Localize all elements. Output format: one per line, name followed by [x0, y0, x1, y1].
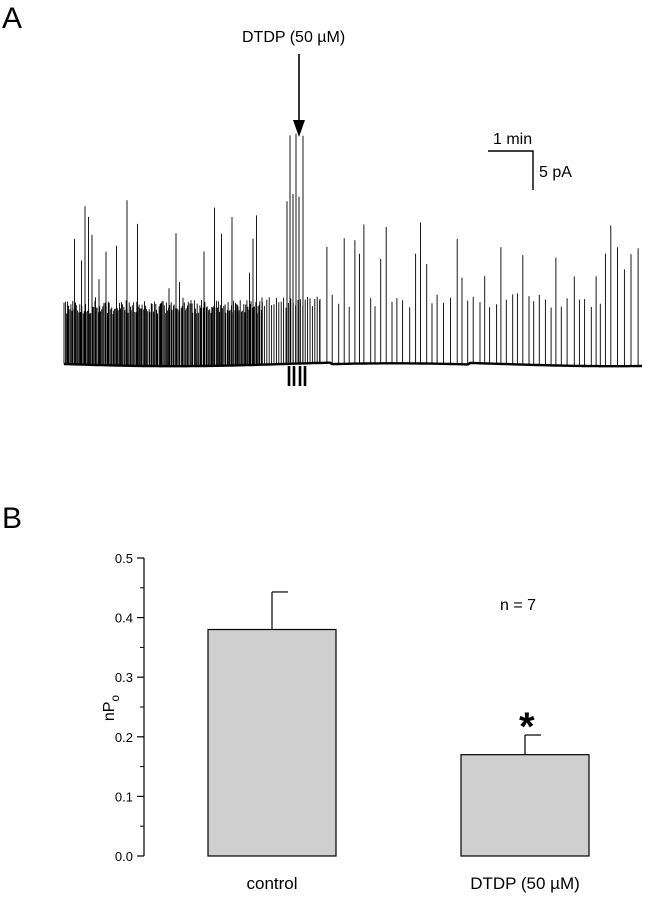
y-tick-label-5: 0.5 — [115, 551, 133, 566]
y-tick-label-0: 0.0 — [115, 849, 133, 864]
bar-0 — [207, 628, 337, 857]
category-label-0: control — [246, 874, 297, 893]
current-trace — [63, 133, 642, 386]
y-tick-label-3: 0.3 — [115, 670, 133, 685]
y-tick-label-1: 0.1 — [115, 789, 133, 804]
sample-size-annotation: n = 7 — [500, 597, 536, 614]
error-bar-1 — [524, 734, 541, 755]
bar-series — [207, 628, 590, 857]
drug-application-arrow — [293, 54, 305, 137]
category-label-1: DTDP (50 µM) — [470, 874, 580, 893]
error-bars — [271, 591, 541, 755]
bar-1 — [460, 754, 590, 857]
drug-application-label: DTDP (50 µM) — [242, 29, 345, 46]
panel-a-letter: A — [2, 2, 22, 35]
y-tick-label-2: 0.2 — [115, 730, 133, 745]
scale-time-label: 1 min — [493, 131, 532, 148]
y-axis-label: nPo — [101, 695, 122, 722]
panel-b-letter: B — [2, 502, 22, 535]
y-axis: 0.0 0.1 0.2 0.3 0.4 0.5 — [115, 551, 145, 864]
scale-current-label: 5 pA — [539, 164, 572, 181]
scale-bar — [488, 150, 534, 190]
error-bar-0 — [271, 591, 288, 630]
y-tick-label-4: 0.4 — [115, 611, 133, 626]
category-labels: control DTDP (50 µM) — [246, 874, 579, 893]
significance-marker: * — [519, 705, 535, 749]
